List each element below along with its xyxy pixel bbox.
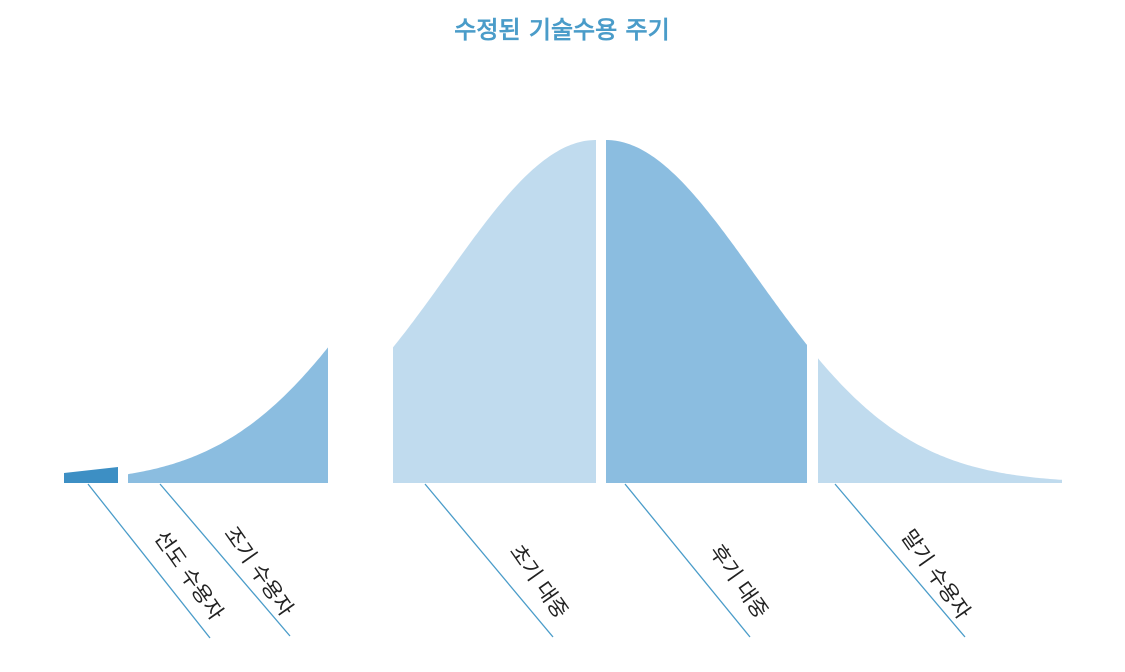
- leader-line: [834, 483, 966, 638]
- curve-segment: [818, 358, 1062, 483]
- curve-segment: [393, 140, 596, 483]
- segment-label: 말기 수용자: [896, 525, 975, 623]
- curve-segment: [128, 347, 328, 483]
- leader-line: [159, 483, 291, 637]
- segment-label: 조기 수용자: [219, 522, 298, 620]
- curve-segment: [606, 140, 807, 483]
- leader-line: [624, 483, 751, 638]
- labels: 선도 수용자 조기 수용자 초기 대중 후기 대중 말기 수용자: [87, 483, 975, 639]
- segment-label: 초기 대중: [505, 540, 573, 623]
- title: 수정된 기술수용 주기: [454, 16, 669, 44]
- leader-line: [87, 483, 211, 639]
- leader-line: [424, 483, 554, 638]
- segment-label: 후기 대중: [705, 540, 773, 623]
- curve-segment: [64, 467, 118, 483]
- curves: [64, 140, 1062, 483]
